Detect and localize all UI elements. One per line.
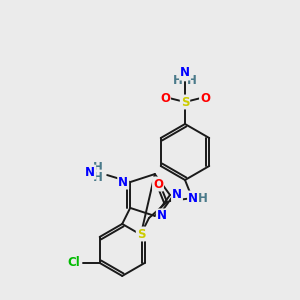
Text: H: H <box>187 74 197 88</box>
Text: Cl: Cl <box>67 256 80 269</box>
Text: S: S <box>137 227 145 241</box>
Text: N: N <box>157 209 167 222</box>
Text: O: O <box>160 92 170 104</box>
Text: O: O <box>200 92 210 104</box>
Text: H: H <box>93 171 103 184</box>
Text: N: N <box>188 191 198 205</box>
Text: N: N <box>85 166 95 178</box>
Text: H: H <box>93 160 103 174</box>
Text: O: O <box>153 178 163 190</box>
Text: H: H <box>198 193 208 206</box>
Text: N: N <box>118 176 128 189</box>
Text: N: N <box>180 67 190 80</box>
Text: N: N <box>172 188 182 202</box>
Text: H: H <box>173 74 183 88</box>
Text: S: S <box>181 95 189 109</box>
